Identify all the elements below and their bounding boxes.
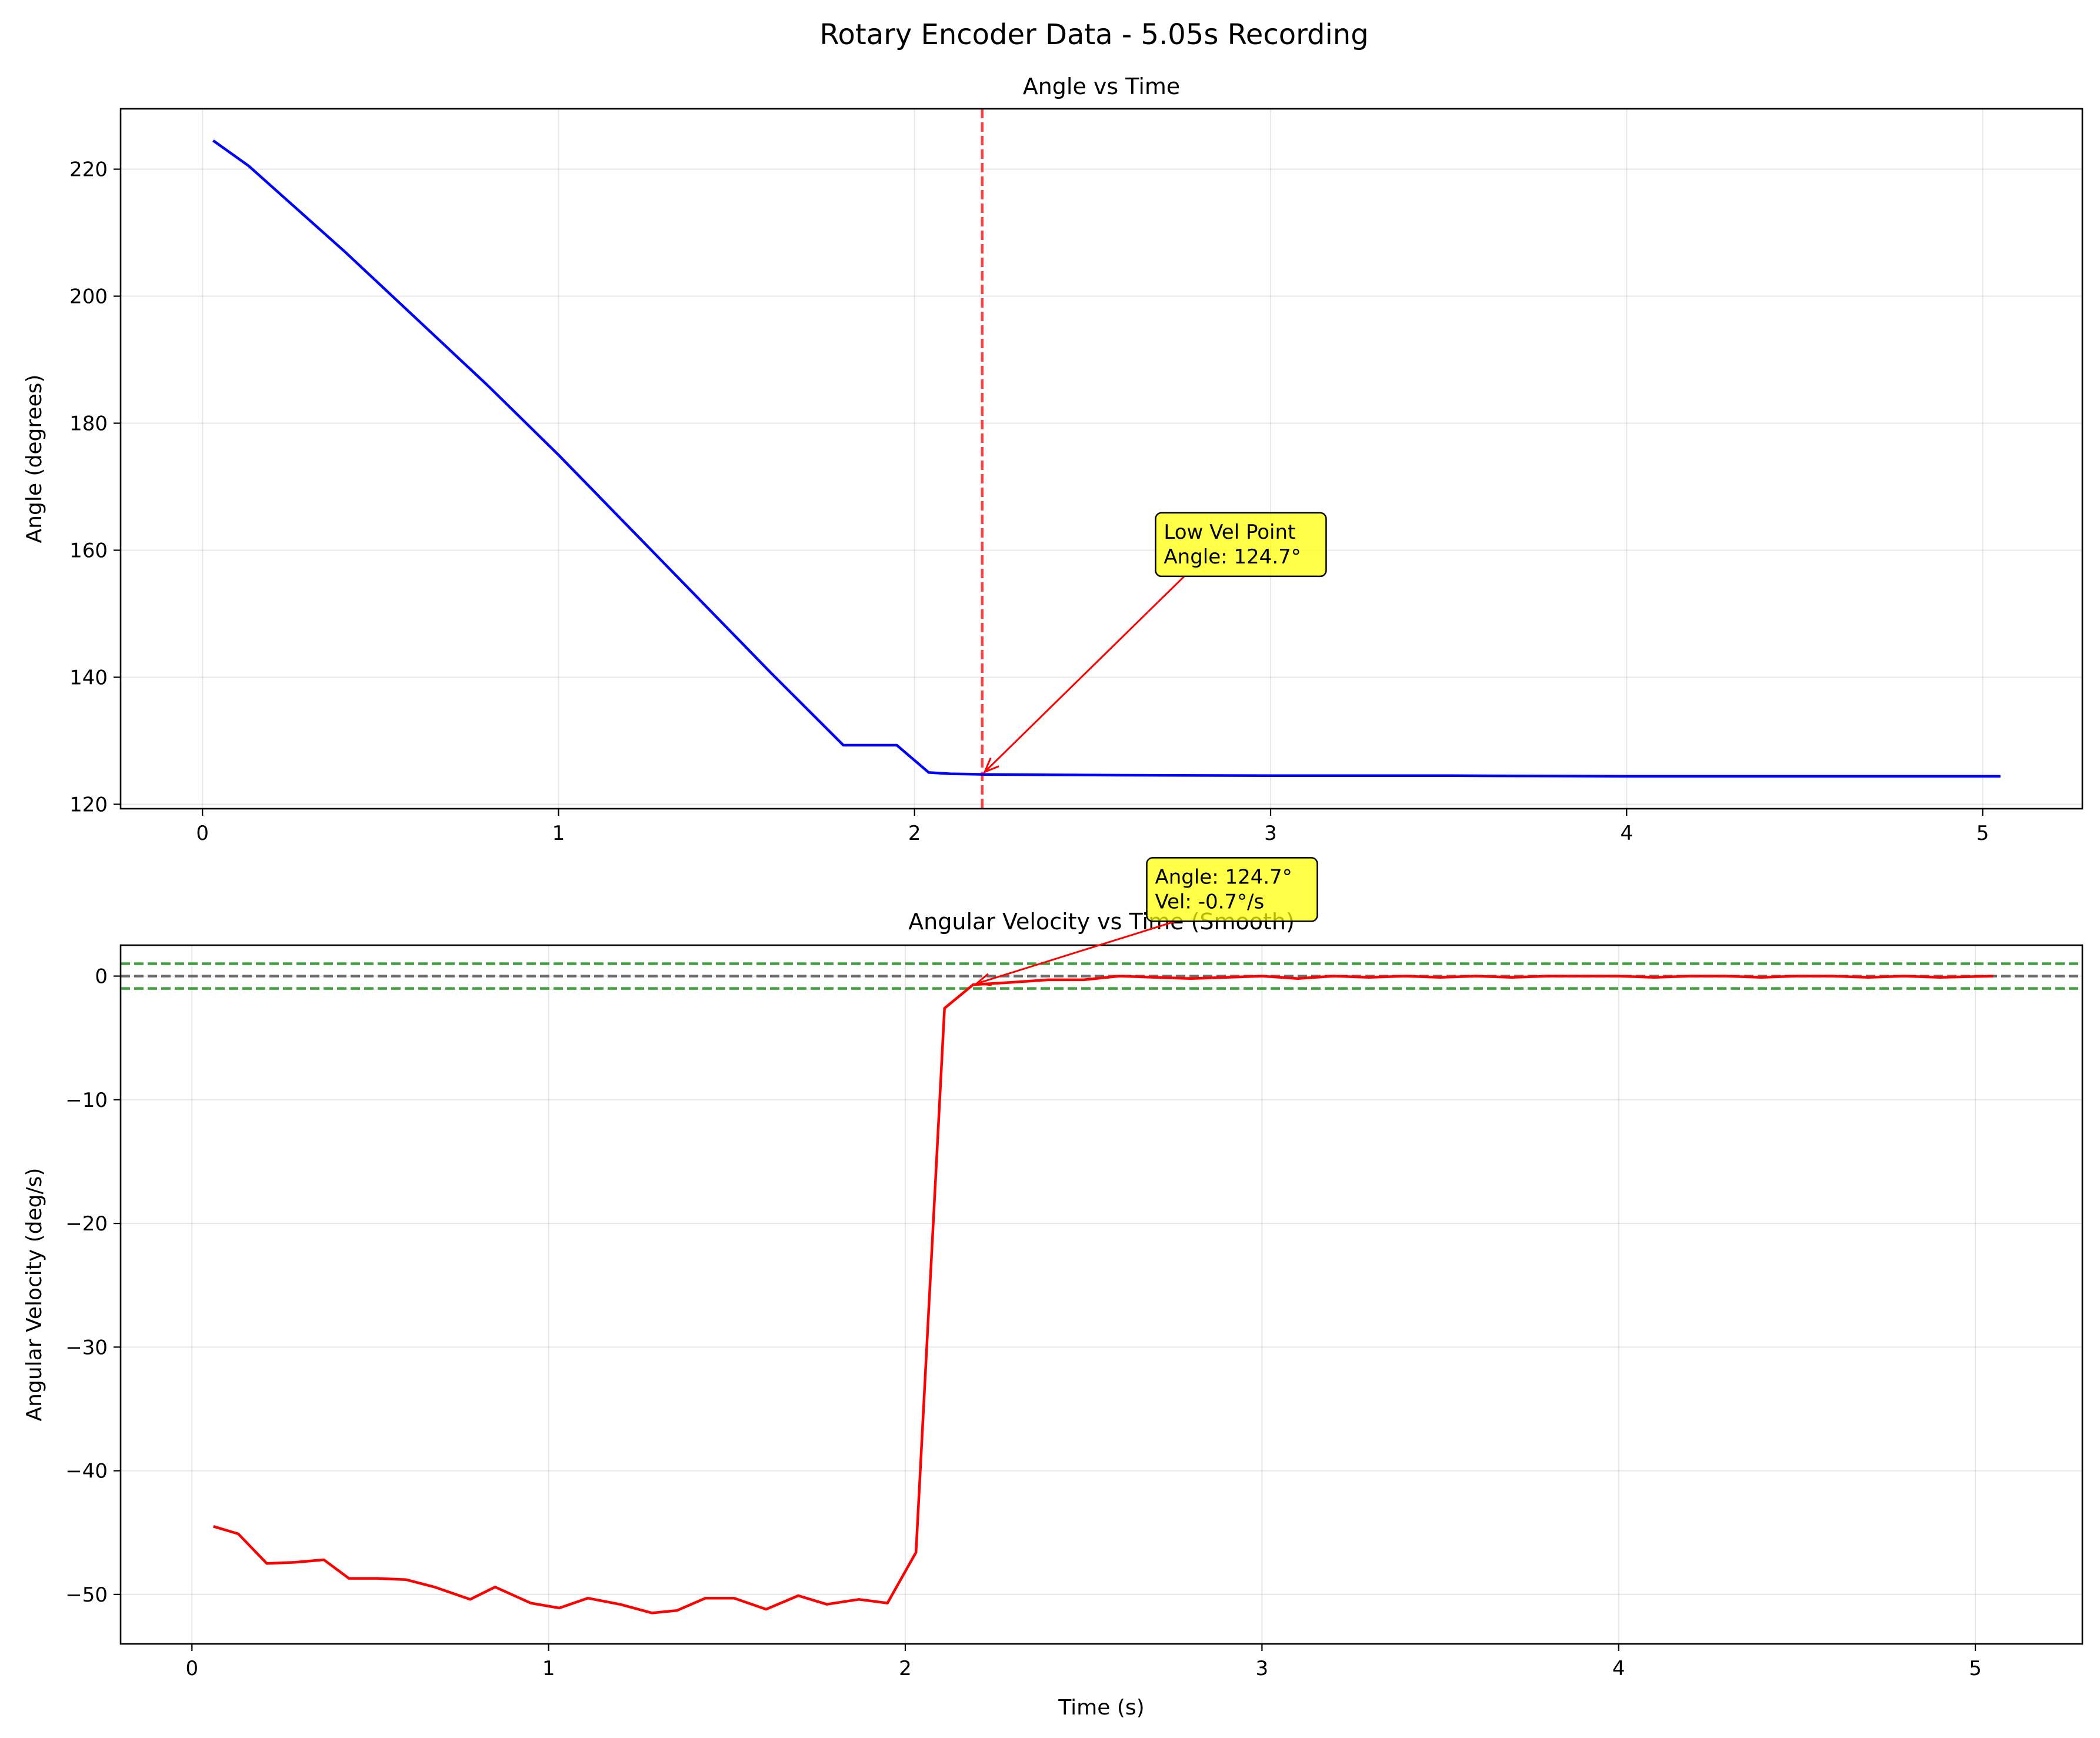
chart1-ytick-label-5: −50: [65, 1583, 108, 1607]
chart1-xtick-label-3: 3: [1256, 1657, 1269, 1680]
chart1-annotation-arrow: [976, 920, 1176, 985]
angle-vs-time-axes: 0 1 2 3 4 5 120 140 160 180 200 220 Angle (degrees) A…: [22, 74, 2084, 845]
chart0-annotation-box: [1155, 512, 1327, 578]
chart1-annotation-box: [1146, 857, 1318, 922]
chart1-ytick-label-2: −20: [65, 1212, 108, 1236]
chart1-xtick-label-4: 4: [1612, 1657, 1625, 1680]
chart0-xtick-label-3: 3: [1264, 822, 1277, 845]
chart1-series-line-0: [213, 975, 1994, 1614]
chart1-annotation-text-1: Vel: -0.7°/s: [1155, 890, 1264, 913]
chart1-xtick-label-1: 1: [542, 1657, 555, 1680]
angular-velocity-axes: 0 1 2 3 4 5 0 −10 −20 −30 −40 −50 Angular Velocity (…: [22, 857, 2084, 1720]
chart0-xtick-label-4: 4: [1620, 822, 1633, 845]
chart0-annotation-text-0: Low Vel Point: [1164, 521, 1295, 544]
chart0-xtick-label-5: 5: [1976, 822, 1989, 845]
chart0-xtick-label-2: 2: [908, 822, 921, 845]
chart1-xlabel: Time (s): [1058, 1696, 1144, 1720]
figure-suptitle: Rotary Encoder Data - 5.05s Recording: [819, 18, 1368, 51]
chart0-annotation-text-1: Angle: 124.7°: [1164, 545, 1301, 569]
chart1-xtick-label-5: 5: [1969, 1657, 1982, 1680]
chart0-frame: [119, 108, 2084, 810]
chart1-ytick-label-1: −10: [65, 1089, 108, 1112]
chart0-plot-area: [121, 109, 2082, 809]
chart1-plot-area: [121, 945, 2082, 1644]
chart0-ytick-label-1: 140: [69, 666, 108, 689]
chart0-annotation-arrow: [984, 575, 1185, 773]
chart0-ylabel: Angle (degrees): [22, 375, 46, 543]
chart1-ytick-label-3: −30: [65, 1336, 108, 1359]
chart1-ytick-label-0: 0: [95, 965, 108, 989]
chart0-xtick-label-1: 1: [552, 822, 565, 845]
chart1-annotation-arrowhead: [974, 973, 992, 986]
chart1-annotation-text-0: Angle: 124.7°: [1155, 865, 1292, 889]
chart0-ytick-label-3: 180: [69, 412, 108, 436]
chart1-ytick-label-4: −40: [65, 1460, 108, 1483]
chart1-xtick-label-2: 2: [899, 1657, 912, 1680]
chart0-ytick-label-4: 200: [69, 285, 108, 309]
chart0-xtick-label-0: 0: [196, 822, 209, 845]
chart1-ylabel: Angular Velocity (deg/s): [22, 1168, 46, 1422]
chart0-title: Angle vs Time: [1023, 74, 1181, 99]
chart1-xtick-label-0: 0: [185, 1657, 198, 1680]
chart0-ytick-label-2: 160: [69, 539, 108, 562]
chart0-annotation-arrowhead: [983, 757, 999, 774]
chart0-ytick-label-5: 220: [69, 158, 108, 182]
chart0-ytick-label-0: 120: [69, 793, 108, 816]
chart0-series-line-0: [212, 139, 2001, 778]
